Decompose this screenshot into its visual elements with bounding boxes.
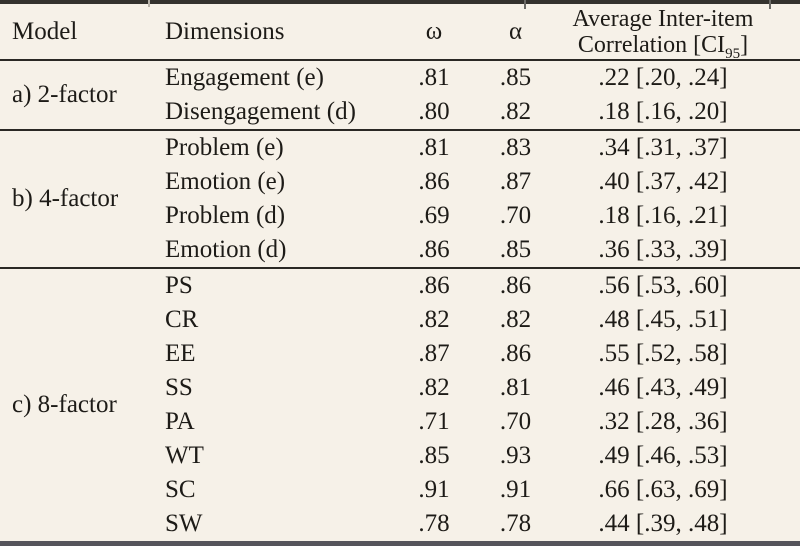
dimension-cell: SS: [165, 374, 193, 401]
omega-cell: .78: [418, 510, 450, 537]
omega-cell: .82: [418, 374, 450, 401]
section-2-factor: a) 2-factor Engagement (e) .81 .85 .22 […: [0, 60, 800, 130]
table-row: EE .87 .86 .55 [.52, .58]: [0, 337, 800, 371]
dimension-cell: CR: [165, 306, 199, 333]
alpha-cell: .70: [499, 202, 532, 229]
omega-cell: .91: [418, 476, 450, 503]
col-header-alpha: α: [483, 2, 548, 61]
rule-tick-artifact: [769, 0, 771, 9]
col-header-correlation: Average Inter-item Correlation [CI95]: [548, 2, 800, 62]
dimension-cell: PA: [165, 408, 195, 435]
dimension-cell: Emotion (e): [165, 168, 286, 195]
omega-cell: .81: [418, 64, 450, 91]
omega-cell: .69: [418, 202, 450, 229]
correlation-cell: .34 [.31, .37]: [598, 134, 728, 161]
table-header: Model Dimensions ω α Average Inter-item C…: [0, 2, 800, 62]
correlation-cell: .18 [.16, .20]: [598, 98, 728, 125]
section-8-factor: c) 8-factor PS .86 .86 .56 [.53, .60] CR…: [0, 268, 800, 544]
dimension-cell: Problem (e): [165, 134, 284, 161]
alpha-cell: .86: [499, 340, 532, 367]
dimension-cell: WT: [165, 442, 204, 469]
alpha-cell: .83: [499, 134, 532, 161]
table-row: a) 2-factor Engagement (e) .81 .85 .22 […: [0, 60, 800, 108]
omega-cell: .86: [418, 236, 450, 263]
dimension-cell: Problem (d): [165, 202, 286, 229]
alpha-cell: .91: [499, 476, 532, 503]
correlation-header-bracket: ]: [740, 31, 749, 58]
omega-cell: .86: [418, 168, 450, 195]
correlation-cell: .55 [.52, .58]: [598, 340, 728, 367]
correlation-header-line2: Correlation [CI: [577, 31, 726, 58]
header-row: Model Dimensions ω α Average Inter-item C…: [0, 2, 800, 62]
omega-cell: .85: [418, 442, 450, 469]
table-row: PA .71 .70 .32 [.28, .36]: [0, 405, 800, 439]
alpha-cell: .87: [499, 168, 532, 195]
alpha-cell: .93: [499, 442, 532, 469]
correlation-cell: .56 [.53, .60]: [598, 272, 728, 299]
col-header-model: Model: [0, 2, 155, 61]
table-row: SS .82 .81 .46 [.43, .49]: [0, 371, 800, 405]
correlation-cell: .22 [.20, .24]: [598, 64, 728, 91]
table-row: Disengagement (d) .80 .82 .18 [.16, .20]: [0, 95, 800, 130]
dimension-cell: EE: [165, 340, 196, 367]
model-cell: a) 2-factor: [12, 81, 117, 108]
table-row: c) 8-factor PS .86 .86 .56 [.53, .60]: [0, 268, 800, 418]
omega-cell: .80: [418, 98, 450, 125]
rule-tick-artifact: [148, 0, 150, 7]
section-4-factor: b) 4-factor Problem (e) .81 .83 .34 [.31…: [0, 130, 800, 268]
correlation-cell: .40 [.37, .42]: [598, 168, 728, 195]
dimension-cell: SC: [165, 476, 196, 503]
alpha-cell: .78: [499, 510, 532, 537]
correlation-cell: .36 [.33, .39]: [598, 236, 728, 263]
correlation-cell: .46 [.43, .49]: [598, 374, 728, 401]
col-header-omega: ω: [385, 2, 483, 61]
alpha-cell: .82: [499, 306, 532, 333]
dimension-cell: SW: [165, 510, 203, 537]
table-row: WT .85 .93 .49 [.46, .53]: [0, 439, 800, 473]
table-row: CR .82 .82 .48 [.45, .51]: [0, 303, 800, 337]
correlation-cell: .66 [.63, .69]: [598, 476, 728, 503]
omega-cell: .82: [418, 306, 450, 333]
alpha-cell: .85: [499, 236, 532, 263]
table-row: Emotion (d) .86 .85 .36 [.33, .39]: [0, 233, 800, 268]
rule-tick-artifact: [524, 0, 526, 9]
dimension-cell: Emotion (d): [165, 236, 287, 263]
col-header-dimensions: Dimensions: [155, 2, 385, 61]
correlation-cell: .44 [.39, .48]: [598, 510, 728, 537]
alpha-cell: .70: [499, 408, 532, 435]
alpha-cell: .81: [499, 374, 532, 401]
alpha-cell: .82: [499, 98, 532, 125]
dimension-cell: Engagement (e): [165, 64, 324, 91]
alpha-cell: .86: [499, 272, 532, 299]
dimension-cell: PS: [165, 272, 193, 299]
omega-cell: .71: [418, 408, 450, 435]
omega-cell: .87: [418, 340, 450, 367]
alpha-cell: .85: [499, 64, 532, 91]
table-row: Emotion (e) .86 .87 .40 [.37, .42]: [0, 165, 800, 199]
correlation-header-line1: Average Inter-item: [572, 5, 754, 32]
table-row: b) 4-factor Problem (e) .81 .83 .34 [.31…: [0, 130, 800, 212]
correlation-cell: .48 [.45, .51]: [598, 306, 728, 333]
table-row: SW .78 .78 .44 [.39, .48]: [0, 507, 800, 544]
ci-subscript: 95: [725, 45, 741, 62]
model-cell: b) 4-factor: [12, 185, 119, 212]
correlation-cell: .18 [.16, .21]: [598, 202, 728, 229]
dimension-cell: Disengagement (d): [165, 98, 356, 125]
omega-cell: .86: [418, 272, 450, 299]
omega-cell: .81: [418, 134, 450, 161]
model-cell: c) 8-factor: [12, 391, 117, 418]
table-row: Problem (d) .69 .70 .18 [.16, .21]: [0, 199, 800, 233]
correlation-cell: .49 [.46, .53]: [598, 442, 728, 469]
correlation-cell: .32 [.28, .36]: [598, 408, 728, 435]
table-row: SC .91 .91 .66 [.63, .69]: [0, 473, 800, 507]
